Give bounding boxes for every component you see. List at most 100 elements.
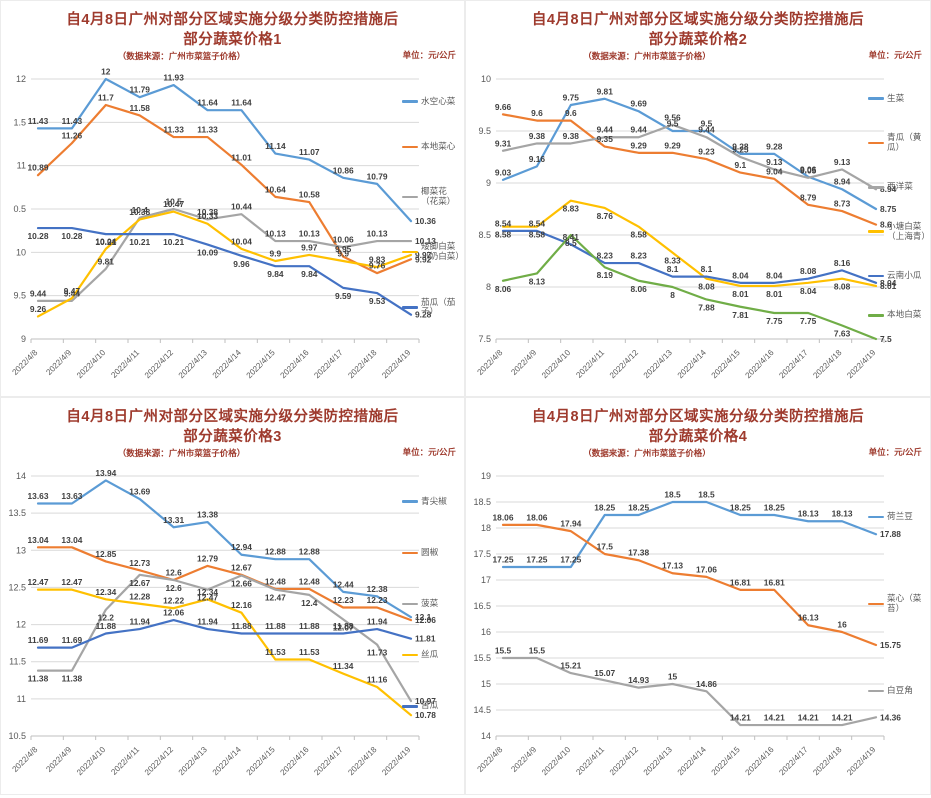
data-label: 11.01 — [231, 152, 252, 162]
data-label: 8.08 — [800, 266, 817, 276]
legend-label: 本地白菜 — [887, 309, 922, 320]
data-label: 10.09 — [197, 248, 218, 258]
data-label: 12.66 — [231, 579, 252, 589]
legend-item-菜心（菜苔）: 菜心（菜苔） — [868, 593, 928, 614]
legend-label: 菜心（菜苔） — [887, 593, 922, 613]
data-label: 9.29 — [664, 140, 681, 150]
series-line-水空心菜 — [36, 77, 413, 223]
data-label: 7.75 — [800, 316, 817, 326]
data-label: 8.19 — [597, 270, 614, 280]
legend-line-swatch — [868, 274, 884, 278]
chart-title-line2: 部分蔬菜价格2 — [648, 32, 748, 48]
data-label: 11.38 — [28, 674, 49, 684]
legend-item-矮脚白菜（奶白菜）: 矮脚白菜（奶白菜） — [402, 241, 464, 262]
data-label: 8.04 — [800, 286, 817, 296]
data-label: 12.88 — [299, 547, 320, 557]
data-label: 13.69 — [129, 487, 150, 497]
data-label: 11.16 — [367, 674, 388, 684]
legend-item-本地白菜: 本地白菜 — [868, 309, 928, 320]
data-label: 9.35 — [597, 134, 614, 144]
x-axis-tick-label: 2022/4/16 — [744, 348, 776, 380]
data-label: 11.33 — [197, 125, 218, 135]
data-label: 15.75 — [880, 640, 901, 650]
legend-line-swatch — [868, 186, 884, 189]
data-label: 8.01 — [880, 281, 897, 291]
price-chart-4: 自4月8日广州对部分区域实施分级分类防控措施后 部分蔬菜价格4 （数据来源：广州… — [465, 397, 931, 795]
data-label: 9.38 — [563, 131, 580, 141]
legend-item-青尖椒: 青尖椒 — [402, 495, 462, 507]
data-label: 8.58 — [529, 230, 546, 240]
data-label: 7.75 — [766, 316, 783, 326]
data-label: 13.04 — [28, 535, 49, 545]
series-labels-生菜: 9.03 9.16 9.75 9.81 9.69 9.5 9.5 9.28 9.28 9.06 8.… — [495, 86, 897, 214]
data-label: 9.16 — [529, 154, 546, 164]
data-label: 9.6 — [531, 108, 543, 118]
legend-label: 青尖椒 — [421, 495, 447, 506]
data-label: 11.69 — [62, 635, 83, 645]
plot-area: 14 13.5 13 12.5 12 11.5 11 10.5 2022/4/8 2022/4/9… — [1, 460, 466, 798]
legend-label: 本地菜心 — [421, 140, 456, 151]
data-label: 18.25 — [730, 503, 751, 513]
data-label: 12.47 — [28, 577, 49, 587]
plot-area: 19 18.5 18 17.5 17 16.5 16 15.5 15 14.5 14 2022/4/8… — [466, 460, 931, 798]
data-label: 12.1 — [415, 612, 432, 622]
series-labels-小塘白菜（上海青）: 8.58 8.588.838.768.588.338.088.01 8.01 8.04… — [495, 204, 897, 299]
data-label: 10.33 — [197, 211, 218, 221]
data-label: 11.88 — [265, 621, 286, 631]
legend-item-荷兰豆: 荷兰豆 — [868, 511, 928, 522]
data-label: 10.28 — [61, 231, 82, 241]
data-label: 8.01 — [732, 289, 749, 299]
data-label: 9.44 — [597, 125, 614, 135]
data-label: 9.5 — [667, 119, 679, 129]
data-label: 12.34 — [197, 587, 218, 597]
y-axis-tick-label: 19 — [481, 471, 491, 481]
data-label: 8.23 — [597, 251, 614, 261]
data-label: 7.81 — [732, 310, 749, 320]
x-axis-tick-label: 2022/4/16 — [279, 348, 311, 380]
y-axis-tick-label: 8 — [486, 282, 491, 292]
data-label: 8 — [670, 290, 675, 300]
data-label: 14.93 — [628, 675, 649, 685]
x-axis-tick-label: 2022/4/18 — [811, 745, 843, 777]
data-label: 8.06 — [495, 284, 512, 294]
data-label: 9.29 — [630, 140, 647, 150]
data-label: 10.21 — [163, 237, 184, 247]
series-line-青瓜（黄瓜） — [501, 113, 878, 226]
x-axis-tick-label: 2022/4/19 — [845, 745, 877, 777]
series-line-云南小瓜 — [501, 229, 878, 284]
legend-item-丝瓜: 丝瓜 — [402, 649, 462, 660]
data-label: 12.6 — [165, 583, 182, 593]
data-label: 10.4 — [132, 205, 149, 215]
legend-item-小塘白菜（上海青）: 小塘白菜（上海青） — [868, 221, 930, 242]
series-labels-圆椒: 13.04 13.04 12.85 12.73 12.6 12.79 12.67 12.48 1… — [28, 535, 437, 625]
x-axis-tick-label: 2022/4/14 — [211, 745, 243, 777]
data-label: 12.88 — [265, 547, 286, 557]
legend-item-西洋菜: 西洋菜 — [868, 181, 928, 192]
data-label: 16.81 — [730, 577, 751, 587]
data-label: 8.1 — [667, 264, 679, 274]
data-label: 8.33 — [664, 256, 681, 266]
legend-label: 矮脚白菜（奶白菜） — [421, 241, 464, 262]
y-axis-tick-label: 14 — [481, 731, 491, 741]
chart-title-line1: 自4月8日广州对部分区域实施分级分类防控措施后 — [531, 409, 865, 425]
data-label: 9.5 — [701, 119, 713, 129]
data-label: 8.13 — [529, 276, 546, 286]
legend-item-云南小瓜: 云南小瓜 — [868, 270, 928, 281]
data-label: 17.38 — [628, 548, 649, 558]
x-axis-tick-label: 2022/4/13 — [642, 348, 674, 380]
data-label: 9.76 — [369, 261, 386, 271]
data-label: 10.47 — [163, 199, 184, 209]
chart-title: 自4月8日广州对部分区域实施分级分类防控措施后 部分蔬菜价格2 — [466, 10, 930, 50]
series-line-本地菜心 — [36, 103, 413, 275]
data-label: 10.13 — [265, 229, 286, 239]
series-line-菜心（菜苔） — [501, 523, 878, 647]
y-axis-tick-label: 17.5 — [473, 549, 491, 559]
legend-item-菠菜: 菠菜 — [402, 598, 462, 609]
data-label: 12.47 — [197, 593, 218, 603]
legend-line-swatch — [402, 602, 418, 606]
data-label: 10.21 — [95, 237, 116, 247]
data-label: 9.1 — [735, 160, 747, 170]
data-label: 12.16 — [231, 600, 252, 610]
series-line-丝瓜 — [36, 588, 413, 717]
